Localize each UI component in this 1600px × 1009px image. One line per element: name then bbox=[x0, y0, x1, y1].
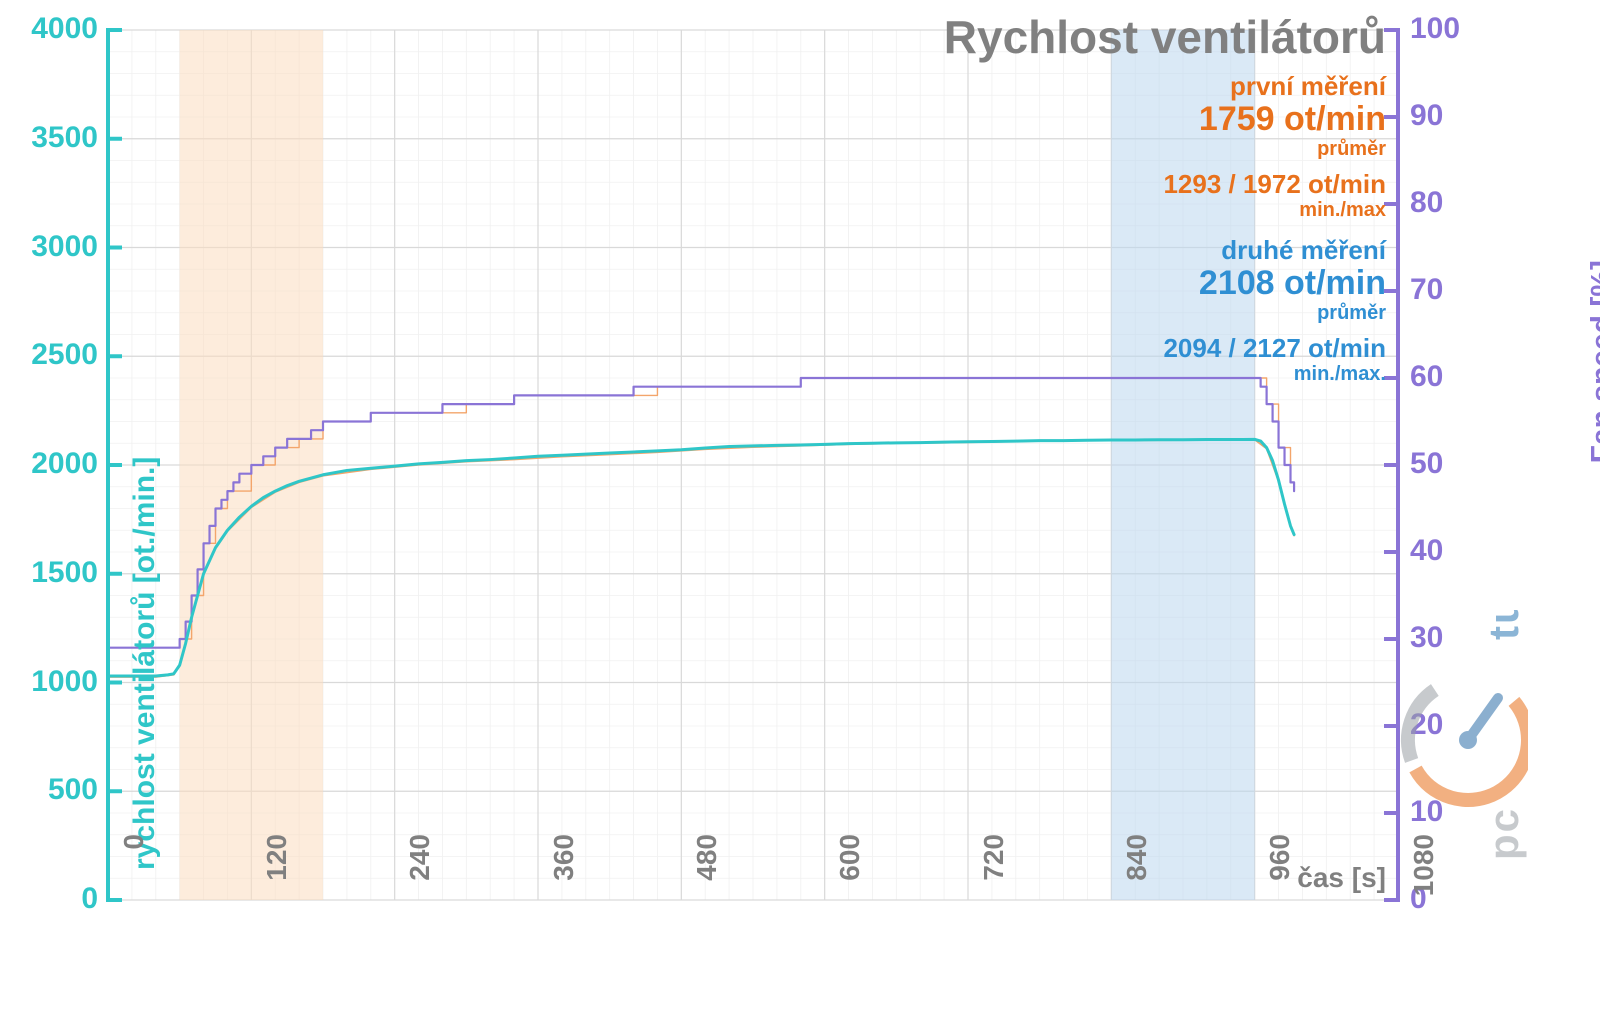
tick-label: 4000 bbox=[0, 12, 98, 46]
tick-label: 3000 bbox=[0, 230, 98, 264]
y-axis-left-label: rychlost ventilátorů [ot./min.] bbox=[128, 457, 162, 870]
tick-label: 720 bbox=[978, 834, 1010, 914]
legend-first-measurement: první měření 1759 ot/min průměr 1293 / 1… bbox=[1163, 72, 1386, 221]
legend-first-label: první měření bbox=[1163, 72, 1386, 101]
tick-label: 80 bbox=[1410, 186, 1490, 220]
legend-second-label: druhé měření bbox=[1163, 236, 1386, 265]
tick-label: 500 bbox=[0, 773, 98, 807]
tick-label: 2000 bbox=[0, 447, 98, 481]
tick-label: 0 bbox=[0, 882, 98, 916]
legend-first-sub: průměr bbox=[1163, 138, 1386, 160]
tick-label: 600 bbox=[834, 834, 866, 914]
legend-second-sub: průměr bbox=[1163, 302, 1386, 324]
legend-second-range: 2094 / 2127 ot/min bbox=[1163, 334, 1386, 363]
fan-speed-chart: Rychlost ventilátorů první měření 1759 o… bbox=[0, 0, 1600, 1009]
tick-label: 960 bbox=[1264, 834, 1296, 914]
tick-label: 840 bbox=[1121, 834, 1153, 914]
tick-label: 3500 bbox=[0, 121, 98, 155]
tick-label: 90 bbox=[1410, 99, 1490, 133]
tick-label: 70 bbox=[1410, 273, 1490, 307]
chart-title: Rychlost ventilátorů bbox=[944, 10, 1386, 64]
svg-text:tuning: tuning bbox=[1480, 610, 1527, 640]
tick-label: 2500 bbox=[0, 338, 98, 372]
tick-label: 100 bbox=[1410, 12, 1490, 46]
tick-label: 60 bbox=[1410, 360, 1490, 394]
legend-second-value: 2108 ot/min bbox=[1163, 265, 1386, 302]
tick-label: 50 bbox=[1410, 447, 1490, 481]
legend-second-measurement: druhé měření 2108 ot/min průměr 2094 / 2… bbox=[1163, 236, 1386, 385]
tick-label: 1500 bbox=[0, 556, 98, 590]
watermark-pctuning: tuning pc bbox=[1348, 610, 1528, 870]
tick-label: 0 bbox=[118, 834, 150, 914]
tick-label: 120 bbox=[261, 834, 293, 914]
legend-first-range: 1293 / 1972 ot/min bbox=[1163, 170, 1386, 199]
legend-second-rangesub: min./max. bbox=[1163, 363, 1386, 385]
legend-first-rangesub: min./max bbox=[1163, 199, 1386, 221]
legend-first-value: 1759 ot/min bbox=[1163, 101, 1386, 138]
tick-label: 240 bbox=[404, 834, 436, 914]
svg-text:pc: pc bbox=[1480, 807, 1527, 860]
tick-label: 40 bbox=[1410, 534, 1490, 568]
tick-label: 360 bbox=[548, 834, 580, 914]
y-axis-right-label: Fan speed [%] bbox=[1585, 260, 1600, 463]
tick-label: 1000 bbox=[0, 665, 98, 699]
tick-label: 480 bbox=[691, 834, 723, 914]
